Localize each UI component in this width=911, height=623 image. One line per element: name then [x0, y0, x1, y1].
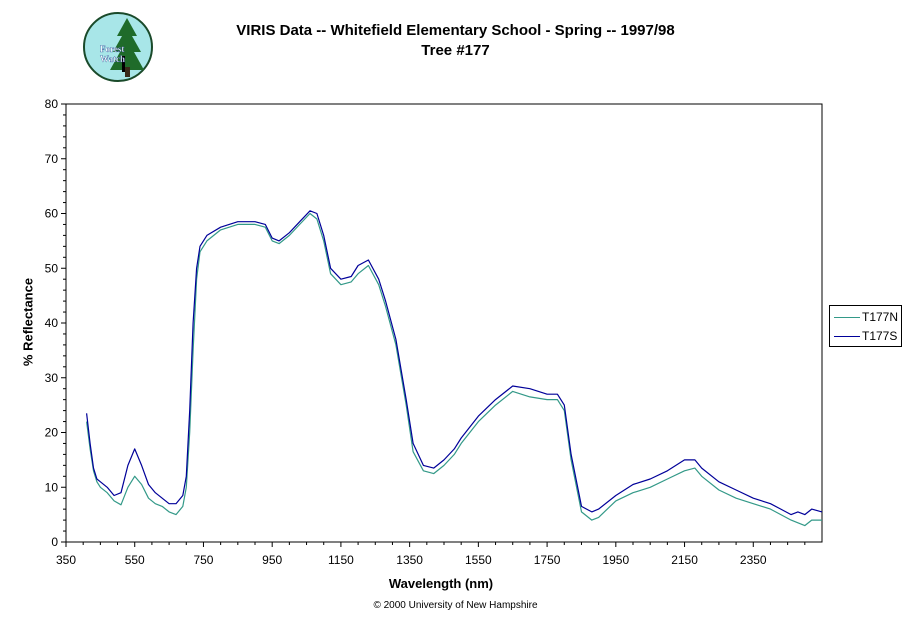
copyright-text: © 2000 University of New Hampshire — [373, 600, 538, 611]
x-tick-label: 1150 — [328, 553, 354, 567]
y-tick-label: 20 — [45, 426, 59, 440]
x-tick-label: 950 — [262, 553, 282, 567]
series-group — [86, 210, 823, 527]
x-axis: 350 550 750 950 1150 1350 1550 1750 1950 2150 2350 — [56, 542, 806, 567]
legend-swatch-t177n — [834, 317, 860, 318]
chart-title: VIRIS Data -- Whitefield Elementary Scho… — [236, 22, 675, 39]
y-tick-label: 70 — [45, 152, 59, 166]
legend: T177N T177S — [829, 305, 902, 347]
y-tick-label: 80 — [45, 97, 59, 111]
x-tick-label: 2150 — [671, 553, 698, 567]
legend-label-t177n: T177N — [862, 310, 899, 324]
legend-item-t177n: T177N — [834, 309, 902, 325]
x-axis-label: Wavelength (nm) — [388, 576, 494, 591]
series-line-t177s — [86, 210, 823, 516]
y-tick-label: 30 — [45, 371, 59, 385]
y-tick-label: 60 — [45, 207, 59, 221]
series-line-t177n — [86, 212, 822, 527]
y-tick-label: 0 — [51, 535, 58, 549]
x-tick-label: 550 — [125, 553, 145, 567]
legend-swatch-t177s — [834, 336, 860, 337]
chart-subtitle: Tree #177 — [421, 42, 490, 59]
legend-item-t177s: T177S — [834, 328, 902, 344]
x-tick-label: 2350 — [740, 553, 767, 567]
x-tick-label: 350 — [56, 553, 76, 567]
x-tick-label: 1950 — [602, 553, 629, 567]
svg-text:Watch: Watch — [100, 54, 125, 64]
y-tick-label: 10 — [45, 480, 59, 494]
plot-area — [65, 103, 823, 543]
legend-label-t177s: T177S — [862, 329, 898, 343]
x-tick-label: 1350 — [396, 553, 423, 567]
y-axis-label: % Reflectance — [20, 277, 36, 367]
x-tick-label: 1550 — [465, 553, 492, 567]
svg-text:Forest: Forest — [100, 44, 124, 54]
x-tick-label: 750 — [193, 553, 213, 567]
y-tick-label: 40 — [45, 316, 59, 330]
y-tick-label: 50 — [45, 261, 59, 275]
forest-watch-logo: Forest Watch — [82, 12, 154, 82]
x-tick-label: 1750 — [534, 553, 561, 567]
y-axis: 0 10 20 30 40 50 60 70 80 — [45, 97, 66, 549]
